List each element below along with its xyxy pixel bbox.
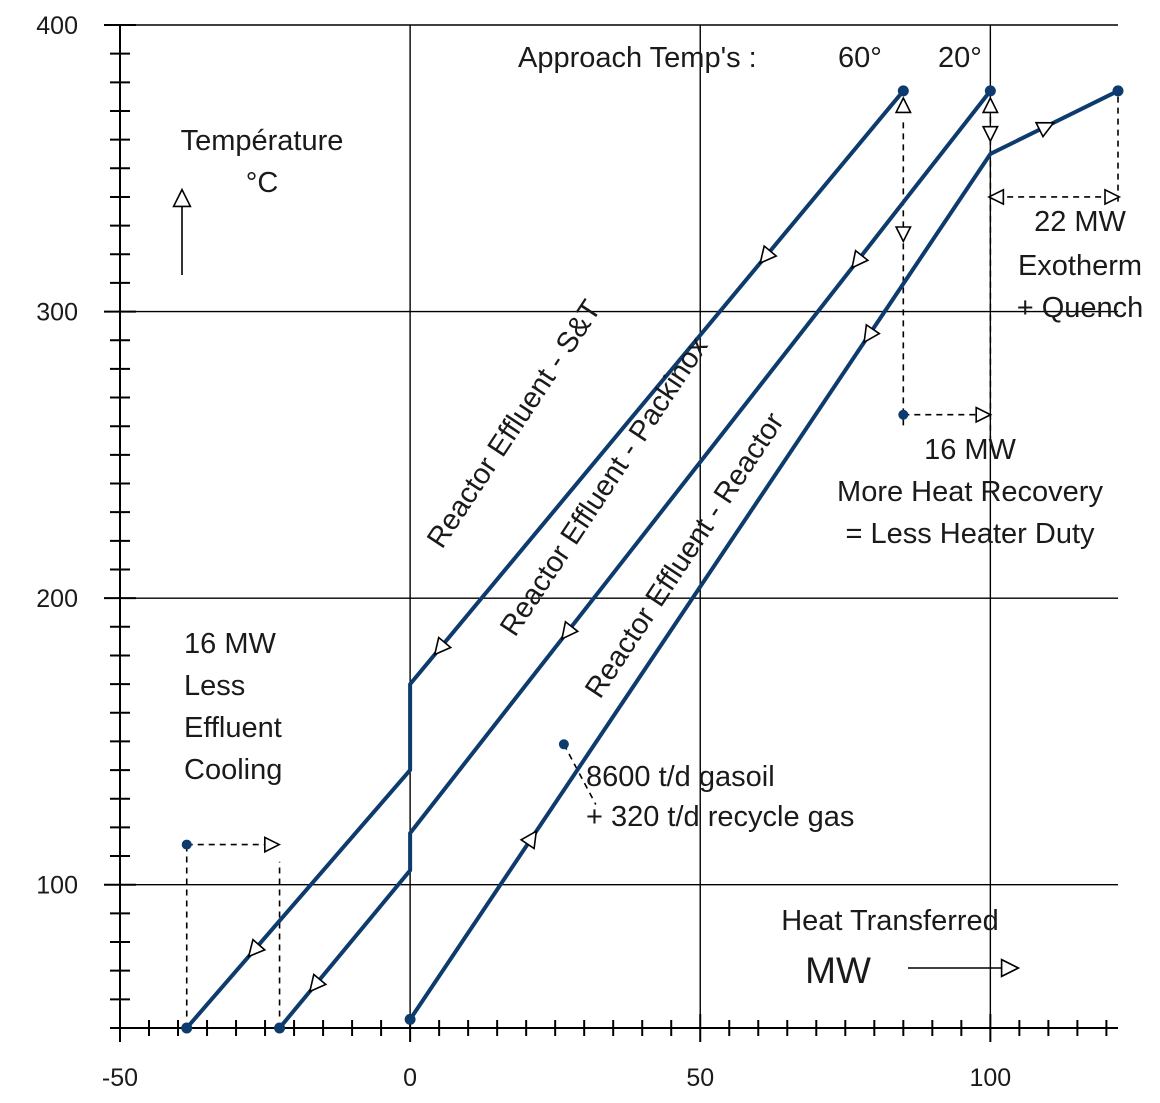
exotherm-arrow-left: [987, 188, 1005, 206]
approach-20-label: 20°: [938, 42, 982, 74]
flow-arrow-2: [247, 938, 267, 958]
series-line-1: [277, 88, 993, 1030]
grid-lines: [119, 24, 1118, 1028]
flow-arrow-7: [863, 323, 881, 344]
approach-20-arrow-up: [981, 96, 999, 114]
x-tick-label: 100: [969, 1064, 1011, 1092]
y-axis-unit: °C: [246, 167, 279, 199]
feed-leader-line: [563, 743, 597, 805]
ticks: 100 200 300 400 -50 0 50 100: [36, 12, 1108, 1092]
recovery-arrow-right: [975, 406, 993, 424]
flow-arrow-6: [1034, 121, 1056, 139]
series-start-point-2: [404, 1013, 416, 1025]
recovery-span-point: [898, 409, 909, 420]
series-start-point-0: [181, 1022, 193, 1034]
flow-arrow-4: [560, 620, 580, 641]
exotherm-line-2: Exotherm: [1018, 250, 1142, 282]
x-tick-label: -50: [102, 1064, 138, 1092]
series-line-2: [408, 88, 1120, 1022]
y-axis-direction-arrow: [172, 187, 192, 208]
series-end-point-1: [984, 85, 996, 97]
x-axis-title: Heat Transferred: [781, 905, 999, 937]
recovery-line-2: More Heat Recovery: [837, 476, 1103, 508]
y-tick-label: 100: [36, 872, 78, 900]
flow-arrow-0: [759, 244, 778, 265]
series-end-point-2: [1112, 85, 1124, 97]
y-tick-label: 400: [36, 12, 78, 40]
cooling-line-3: Effluent: [184, 712, 282, 744]
cooling-line-1: 16 MW: [184, 628, 276, 660]
series-start-point-1: [274, 1022, 286, 1034]
y-tick-label: 300: [36, 299, 78, 327]
feed-line-2: + 320 t/d recycle gas: [586, 801, 854, 833]
exotherm-arrow-right: [1104, 188, 1122, 206]
feed-point: [558, 739, 569, 750]
exotherm-line-1: 22 MW: [1034, 206, 1126, 238]
feed-line-1: 8600 t/d gasoil: [586, 761, 775, 793]
cooling-line-4: Cooling: [184, 754, 282, 786]
approach-60-label: 60°: [838, 42, 882, 74]
recovery-line-1: 16 MW: [924, 434, 1016, 466]
flow-arrow-5: [308, 973, 328, 993]
flow-arrow-1: [433, 636, 453, 656]
exotherm-line-3: + Quench: [1017, 292, 1144, 324]
x-axis-unit: MW: [805, 950, 871, 991]
y-axis-title: Température: [181, 125, 344, 157]
x-tick-label: 50: [686, 1064, 714, 1092]
flow-arrow-3: [850, 249, 870, 270]
axes: [119, 25, 1118, 1029]
approach-60-arrow-down: [894, 226, 912, 244]
annotation-lines: [172, 96, 1122, 1017]
series-line-0: [184, 88, 906, 1030]
x-tick-label: 0: [403, 1064, 417, 1092]
approach-label: Approach Temp's :: [518, 42, 757, 74]
recovery-line-3: = Less Heater Duty: [845, 518, 1095, 550]
flow-arrow-8: [519, 829, 538, 850]
series-layer: [181, 85, 1124, 1034]
x-axis-direction-arrow: [1000, 958, 1021, 978]
cooling-span-point: [181, 839, 192, 850]
approach-60-arrow-up: [894, 96, 912, 114]
series-end-point-0: [897, 85, 909, 97]
y-tick-label: 200: [36, 585, 78, 613]
approach-20-arrow-down: [981, 125, 999, 143]
cooling-line-2: Less: [184, 670, 245, 702]
cooling-arrow-right: [264, 836, 282, 854]
